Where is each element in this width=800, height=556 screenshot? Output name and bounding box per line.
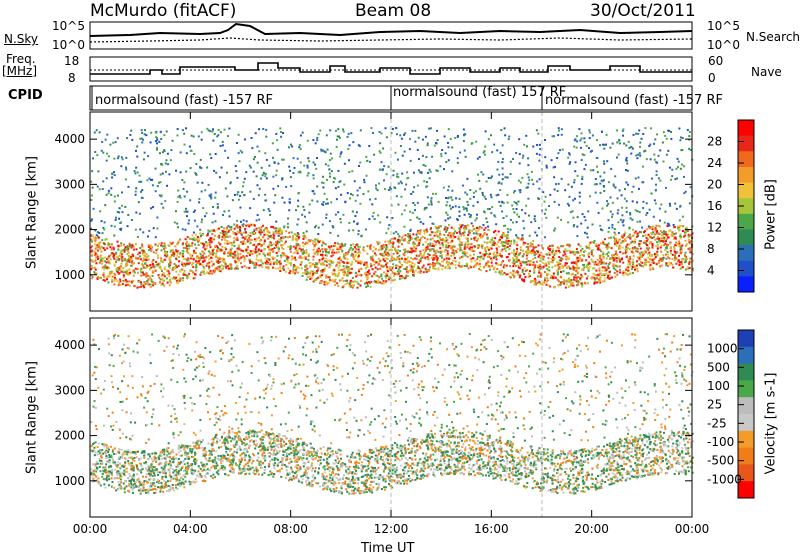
- power-panel: [90, 112, 694, 311]
- power-colorbar-tick: 12: [707, 221, 722, 235]
- velocity-colorbar-swatch: [738, 380, 754, 397]
- velocity-colorbar-swatch: [738, 397, 754, 414]
- velocity-colorbar-tick: 500: [707, 360, 730, 374]
- y-tick-label: 3000: [54, 383, 85, 397]
- power-colorbar-tick: 28: [707, 135, 722, 149]
- velocity-colorbar-tick: -500: [707, 454, 734, 468]
- velocity-colorbar-tick: -25: [707, 416, 727, 430]
- power-colorbar-tick: 24: [707, 156, 722, 170]
- velocity-colorbar-swatch: [738, 364, 754, 381]
- power-colorbar-tick: 20: [707, 178, 722, 192]
- power-colorbar-swatch: [738, 229, 754, 245]
- velocity-colorbar-tick: 25: [707, 398, 722, 412]
- power-colorbar-swatch: [738, 151, 754, 167]
- y-tick-label: 2000: [54, 223, 85, 237]
- cpid-panel: [90, 86, 692, 110]
- x-tick-label: 20:00: [574, 522, 609, 536]
- velocity-colorbar-tick: -100: [707, 435, 734, 449]
- velocity-colorbar-tick: 100: [707, 379, 730, 393]
- power-colorbar-tick: 8: [707, 242, 715, 256]
- y-tick-label: 2000: [54, 429, 85, 443]
- velocity-colorbar-swatch: [738, 431, 754, 448]
- power-colorbar-tick: 16: [707, 199, 722, 213]
- freq-panel: [90, 57, 692, 81]
- y-tick-label: 4000: [54, 132, 85, 146]
- power-colorbar-swatch: [738, 136, 754, 152]
- y-tick-label: 1000: [54, 268, 85, 282]
- power-colorbar-swatch: [738, 167, 754, 183]
- x-tick-label: 16:00: [474, 522, 509, 536]
- colorbars: 28 24 20 16 12 8 4 1000 500 100 25 -25 -100 -500 -1000: [707, 120, 754, 499]
- x-tick-label: 00:00: [675, 522, 710, 536]
- y-tick-label: 1000: [54, 474, 85, 488]
- power-colorbar-swatch: [738, 261, 754, 277]
- velocity-colorbar-swatch: [738, 347, 754, 364]
- x-tick-label: 12:00: [374, 522, 409, 536]
- velocity-panel: [90, 318, 694, 517]
- velocity-colorbar-swatch: [738, 448, 754, 465]
- nsky-panel: [90, 22, 692, 49]
- velocity-colorbar-tick: 1000: [707, 342, 738, 356]
- x-tick-label: 00:00: [73, 522, 108, 536]
- velocity-colorbar-swatch: [738, 330, 754, 347]
- power-colorbar-tick: 4: [707, 264, 715, 278]
- velocity-colorbar-swatch: [738, 414, 754, 431]
- x-tick-label: 04:00: [173, 522, 208, 536]
- power-colorbar-swatch: [738, 276, 754, 292]
- power-colorbar-swatch: [738, 120, 754, 136]
- power-colorbar-swatch: [738, 245, 754, 261]
- y-tick-label: 3000: [54, 177, 85, 191]
- x-tick-label: 08:00: [273, 522, 308, 536]
- y-tick-label: 4000: [54, 338, 85, 352]
- velocity-colorbar-tick: -1000: [707, 472, 742, 486]
